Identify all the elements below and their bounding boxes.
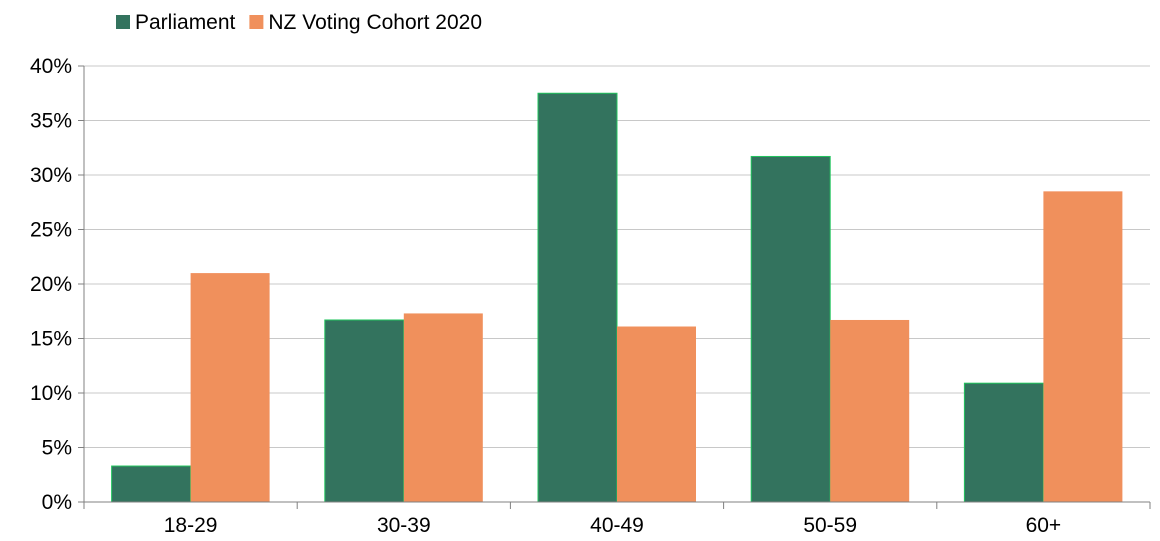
x-axis: 18-29 30-39 40-49 50-59 60+ <box>83 501 1151 537</box>
legend-label: Parliament <box>135 11 236 34</box>
bar-parliament-50-59 <box>750 155 831 503</box>
y-tick-label: 20% <box>30 273 72 296</box>
legend-swatch <box>249 15 264 29</box>
bar-nz-voting-cohort-2020-30-39 <box>403 313 483 502</box>
y-tick-label: 30% <box>30 164 72 187</box>
y-tick-label: 0% <box>42 491 72 514</box>
chart-legend: Parliament NZ Voting Cohort 2020 <box>116 11 482 34</box>
y-tick-label: 35% <box>30 110 72 133</box>
y-axis: 0% 5% 10% 15% 20% 25% 30% 35% 40% <box>30 55 85 514</box>
x-category-label: 40-49 <box>590 514 644 537</box>
legend-label: NZ Voting Cohort 2020 <box>268 11 482 34</box>
bar-nz-voting-cohort-2020-18-29 <box>190 273 270 502</box>
y-tick-label: 15% <box>30 328 72 351</box>
x-category-label: 30-39 <box>377 514 431 537</box>
x-category-label: 50-59 <box>803 514 857 537</box>
x-category-label: 18-29 <box>164 514 218 537</box>
bar-nz-voting-cohort-2020-60- <box>1043 191 1123 502</box>
bar-parliament-40-49 <box>537 92 618 503</box>
legend-swatch <box>116 15 130 29</box>
bar-nz-voting-cohort-2020-40-49 <box>617 326 696 502</box>
x-category-label: 60+ <box>1026 514 1062 537</box>
y-tick-label: 5% <box>42 437 72 460</box>
bar-parliament-18-29 <box>111 465 192 503</box>
y-tick-label: 25% <box>30 219 72 242</box>
y-tick-label: 10% <box>30 382 72 405</box>
bar-parliament-60- <box>963 382 1044 503</box>
bar-nz-voting-cohort-2020-50-59 <box>830 319 910 502</box>
bar-parliament-30-39 <box>324 319 405 503</box>
y-tick-label: 40% <box>30 55 72 78</box>
bars <box>111 92 1123 503</box>
